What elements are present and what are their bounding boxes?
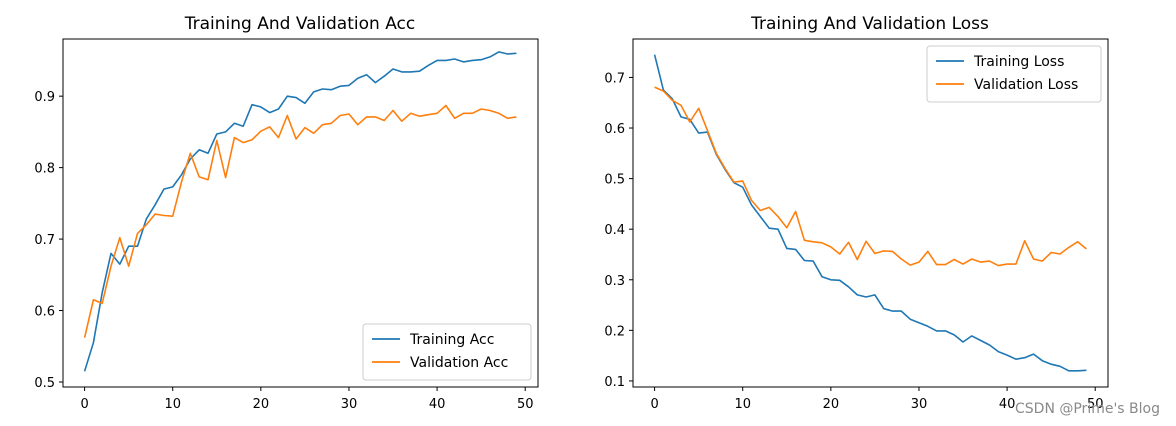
loss-x-tick-label: 40 [999, 397, 1016, 412]
loss-legend-box [926, 45, 1102, 103]
accuracy-legend-label: Validation Acc [410, 355, 508, 371]
loss-y-tick-label: 0.7 [604, 71, 625, 86]
loss-x-tick-label: 20 [823, 397, 840, 412]
accuracy-x-tick-label: 20 [253, 397, 270, 412]
loss-y-tick-label: 0.5 [604, 173, 625, 188]
loss-x-tick-label: 0 [650, 397, 658, 412]
accuracy-y-tick-label: 0.9 [34, 90, 55, 105]
loss-legend-label: Training Loss [973, 54, 1064, 70]
accuracy-legend-label: Training Acc [409, 332, 494, 348]
accuracy-y-tick-label: 0.5 [34, 376, 55, 391]
loss-legend: Training Loss Validation Loss [926, 45, 1102, 103]
loss-chart: Training And Validation Loss 0 10 20 30 40 50… [604, 14, 1109, 412]
loss-chart-title: Training And Validation Loss [750, 14, 989, 34]
loss-y-tick-label: 0.6 [604, 122, 625, 137]
loss-x-tick-label: 30 [911, 397, 928, 412]
accuracy-y-tick-label: 0.6 [34, 305, 55, 320]
loss-y-tick-label: 0.2 [604, 324, 625, 339]
accuracy-x-tick-label: 10 [164, 397, 181, 412]
accuracy-x-tick-label: 50 [517, 397, 534, 412]
accuracy-chart: Training And Validation Acc 0 10 20 30 40 50 0… [34, 14, 539, 412]
accuracy-y-tick-label: 0.8 [34, 162, 55, 177]
loss-series-validation-line [654, 86, 1087, 267]
loss-y-tick-label: 0.1 [604, 375, 625, 390]
loss-y-tick-label: 0.4 [604, 223, 625, 238]
accuracy-plot-frame [62, 38, 539, 388]
accuracy-x-tick-label: 0 [80, 397, 88, 412]
accuracy-x-tick-label: 40 [429, 397, 446, 412]
accuracy-series-training-line [83, 51, 517, 372]
accuracy-y-tick-label: 0.7 [34, 233, 55, 248]
accuracy-series-validation-line [83, 104, 517, 338]
watermark-text: CSDN @Prime's Blog [1015, 401, 1160, 417]
loss-legend-label: Validation Loss [974, 77, 1078, 93]
accuracy-chart-title: Training And Validation Acc [184, 14, 415, 34]
accuracy-x-tick-label: 30 [341, 397, 358, 412]
accuracy-legend-box [362, 323, 532, 381]
loss-plot-frame [632, 38, 1109, 388]
accuracy-legend: Training Acc Validation Acc [362, 323, 532, 381]
loss-x-tick-label: 10 [734, 397, 751, 412]
loss-x-tick-label: 50 [1087, 397, 1104, 412]
loss-y-tick-label: 0.3 [604, 274, 625, 289]
